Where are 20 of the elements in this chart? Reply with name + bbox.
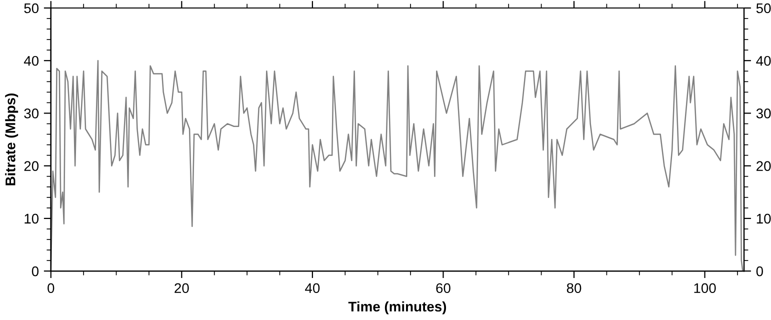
y2-tick-label: 0 [756, 266, 763, 276]
y-axis-title: Bitrate (Mbps) [5, 94, 18, 186]
x-tick-label: 0 [48, 283, 54, 294]
x-tick-label: 20 [174, 283, 189, 294]
y2-tick-label: 50 [756, 3, 771, 14]
x-tick-label: 60 [436, 283, 450, 294]
y-tick-label: 20 [24, 161, 39, 171]
y2-tick-label: 20 [756, 161, 771, 171]
y-tick-label: 10 [24, 214, 39, 224]
y-tick-label: 0 [32, 266, 39, 276]
x-tick-label: 100 [694, 283, 716, 294]
x-tick-label: 40 [305, 283, 320, 294]
y2-tick-label: 40 [756, 56, 771, 66]
y2-tick-label: 10 [756, 214, 771, 224]
y2-tick-label: 30 [756, 108, 771, 118]
x-axis-title: Time (minutes) [348, 301, 446, 314]
y-tick-label: 40 [24, 56, 39, 66]
x-tick-label: 80 [566, 283, 582, 294]
y-tick-label: 50 [24, 3, 39, 14]
y-tick-label: 30 [24, 108, 39, 118]
